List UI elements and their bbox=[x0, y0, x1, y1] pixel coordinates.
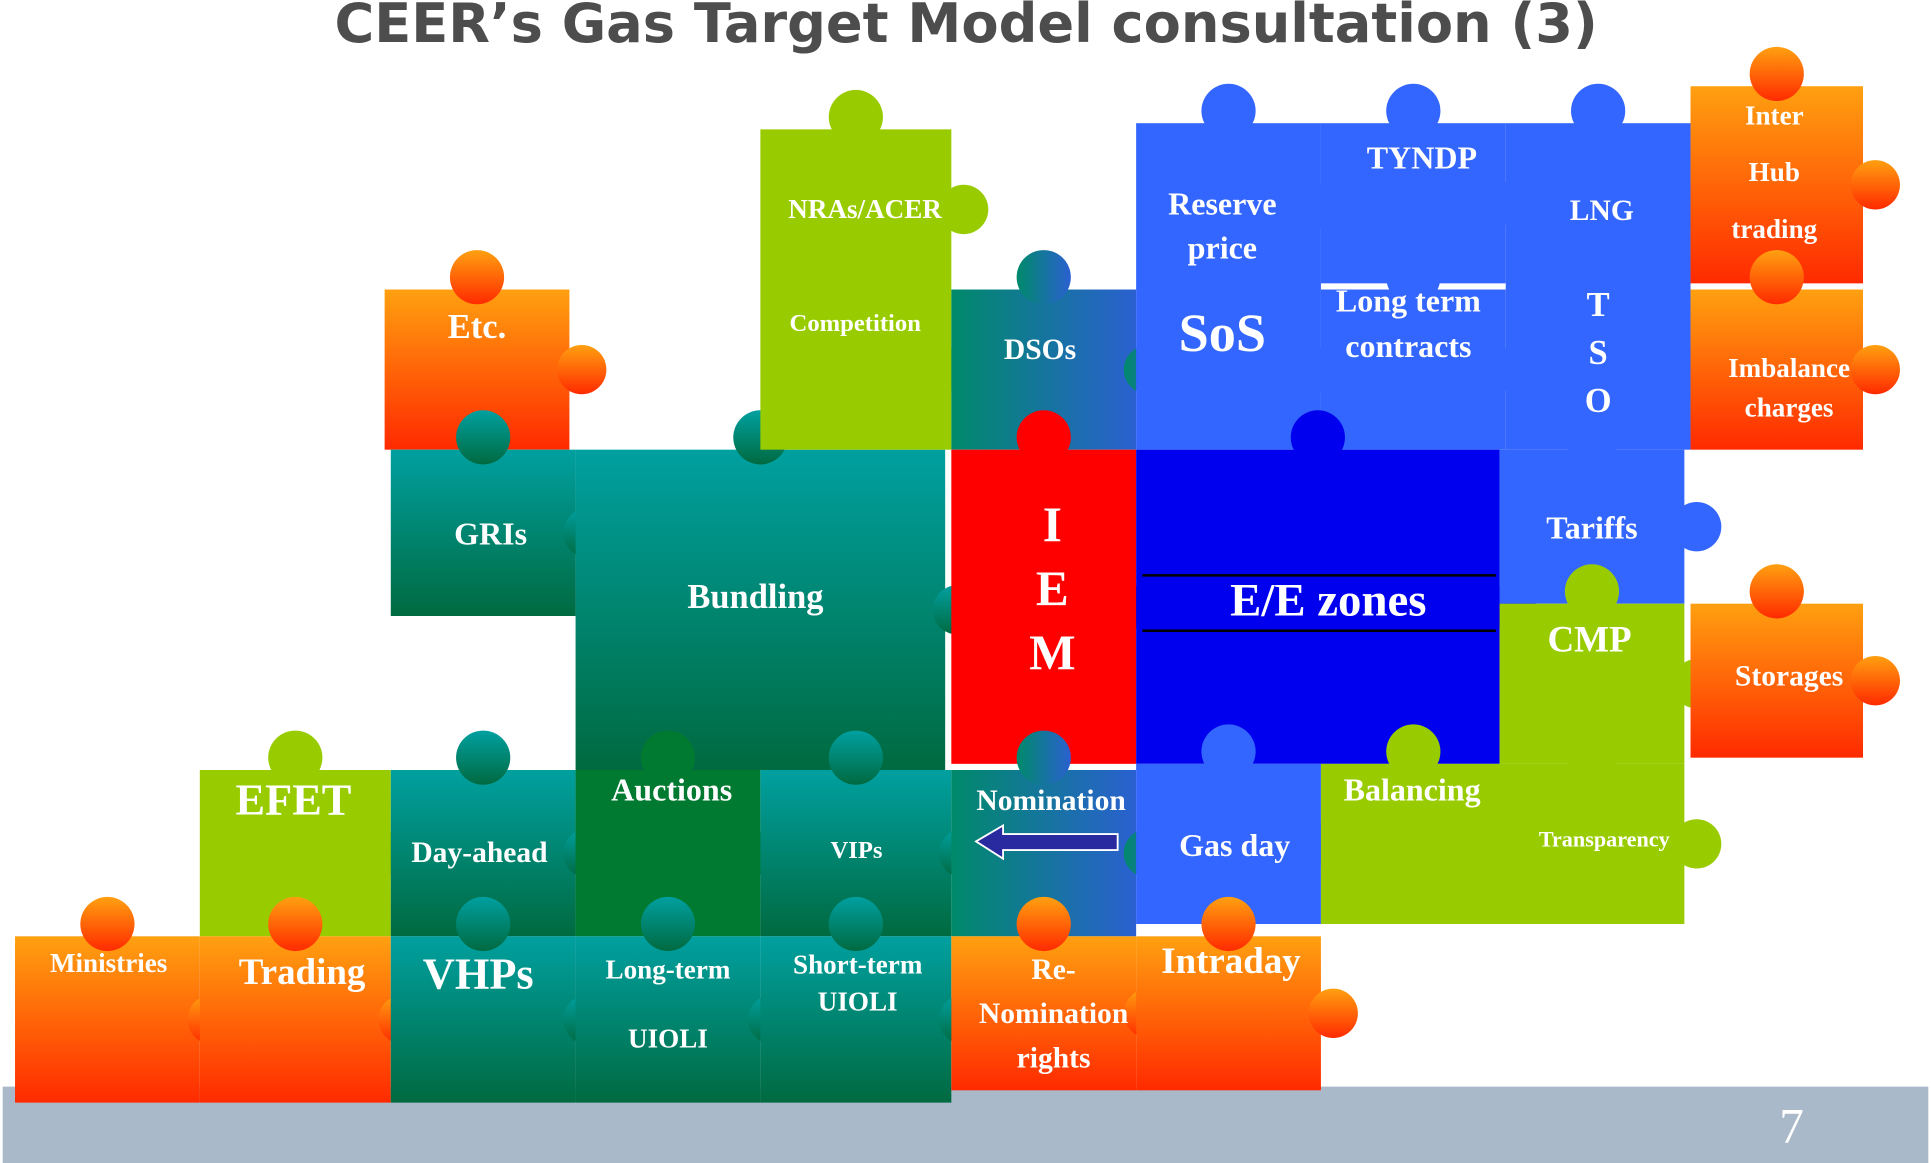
piece-knob bbox=[80, 897, 134, 951]
piece-label: Day-ahead bbox=[411, 837, 548, 869]
piece-knob bbox=[1851, 345, 1900, 394]
piece-knob bbox=[1851, 656, 1900, 705]
title: CEER’s Gas Target Model consultation (3) bbox=[334, 0, 1597, 55]
piece-knob bbox=[1309, 989, 1358, 1038]
piece-knob bbox=[1750, 564, 1804, 618]
piece-label: M bbox=[1029, 625, 1076, 680]
piece-label: O bbox=[1585, 382, 1612, 420]
piece-knob bbox=[1291, 410, 1345, 464]
piece-knob bbox=[268, 897, 322, 951]
piece-knob bbox=[1750, 47, 1804, 101]
piece-knob bbox=[829, 250, 883, 304]
piece-label: Trading bbox=[239, 951, 366, 992]
piece-label: Bundling bbox=[687, 578, 823, 616]
piece-label: Reserve bbox=[1168, 185, 1276, 221]
piece-knob bbox=[456, 410, 510, 464]
piece-label: rights bbox=[1017, 1043, 1091, 1075]
piece-label: Transparency bbox=[1539, 827, 1670, 852]
piece-knob bbox=[456, 731, 510, 785]
page-number: 7 bbox=[1779, 1098, 1804, 1153]
piece-label: T bbox=[1587, 286, 1610, 324]
puzzle-piece bbox=[1136, 897, 1358, 1090]
piece-label: Short-term bbox=[793, 949, 923, 979]
piece-knob bbox=[641, 897, 695, 951]
piece-label: GRIs bbox=[454, 515, 527, 551]
piece-knob bbox=[939, 185, 988, 234]
piece-label: S bbox=[1589, 334, 1608, 372]
piece-label: NRAs/ACER bbox=[788, 194, 942, 224]
piece-label: trading bbox=[1731, 214, 1817, 244]
piece-label: Storages bbox=[1735, 661, 1843, 693]
piece-label: EFET bbox=[236, 775, 352, 825]
piece-knob bbox=[829, 897, 883, 951]
piece-label: Ministries bbox=[50, 948, 167, 978]
slide: CEER’s Gas Target Model consultation (3)… bbox=[0, 0, 1931, 1163]
piece-label: Gas day bbox=[1179, 827, 1290, 863]
piece-knob bbox=[829, 90, 883, 144]
piece-knob bbox=[1565, 724, 1619, 778]
piece-label: UIOLI bbox=[818, 986, 898, 1016]
piece-knob bbox=[1386, 724, 1440, 778]
piece-knob bbox=[1672, 502, 1721, 551]
piece-knob bbox=[450, 250, 504, 304]
piece-label: Long-term bbox=[606, 954, 731, 984]
piece-label: Hub bbox=[1749, 157, 1800, 187]
piece-label: UIOLI bbox=[628, 1023, 708, 1053]
piece-label: Nomination bbox=[979, 998, 1128, 1030]
piece-knob bbox=[1017, 897, 1071, 951]
piece-label: Imbalance bbox=[1728, 353, 1850, 383]
piece-label: DSOs bbox=[1004, 334, 1076, 366]
piece-knob bbox=[1201, 84, 1255, 138]
piece-label: contracts bbox=[1345, 328, 1471, 364]
piece-label: Nomination bbox=[976, 785, 1125, 817]
piece-label: E/E zones bbox=[1230, 575, 1426, 627]
piece-label: Competition bbox=[790, 310, 922, 337]
piece-knob bbox=[557, 345, 606, 394]
piece-label: price bbox=[1188, 230, 1257, 266]
piece-label: Long term bbox=[1336, 283, 1481, 319]
piece-knob bbox=[1571, 84, 1625, 138]
piece-knob bbox=[1565, 564, 1619, 618]
piece-label: Auctions bbox=[611, 772, 732, 808]
piece-label: SoS bbox=[1179, 303, 1266, 363]
piece-label: Intraday bbox=[1161, 940, 1301, 981]
piece-label: Inter bbox=[1745, 100, 1804, 130]
piece-label: E bbox=[1036, 561, 1069, 616]
piece-knob bbox=[1017, 731, 1071, 785]
piece-label: charges bbox=[1745, 392, 1834, 422]
piece-label: Tariffs bbox=[1546, 509, 1637, 545]
piece-label: VHPs bbox=[423, 948, 534, 998]
piece-label: LNG bbox=[1570, 195, 1634, 227]
piece-label: TYNDP bbox=[1367, 140, 1477, 176]
piece-knob bbox=[1201, 724, 1255, 778]
piece-knob bbox=[1851, 160, 1900, 209]
piece-knob bbox=[1386, 84, 1440, 138]
piece-label: I bbox=[1043, 497, 1062, 552]
piece-label: Balancing bbox=[1344, 772, 1481, 808]
piece-knob bbox=[829, 731, 883, 785]
piece-label: VIPs bbox=[830, 837, 882, 864]
piece-knob bbox=[1750, 250, 1804, 304]
piece-knob bbox=[456, 897, 510, 951]
piece-label: Etc. bbox=[448, 308, 506, 346]
piece-label: CMP bbox=[1547, 619, 1631, 660]
piece-knob bbox=[1672, 819, 1721, 868]
piece-knob bbox=[1017, 410, 1071, 464]
piece-label: Re- bbox=[1031, 954, 1075, 986]
piece-knob bbox=[1017, 250, 1071, 304]
